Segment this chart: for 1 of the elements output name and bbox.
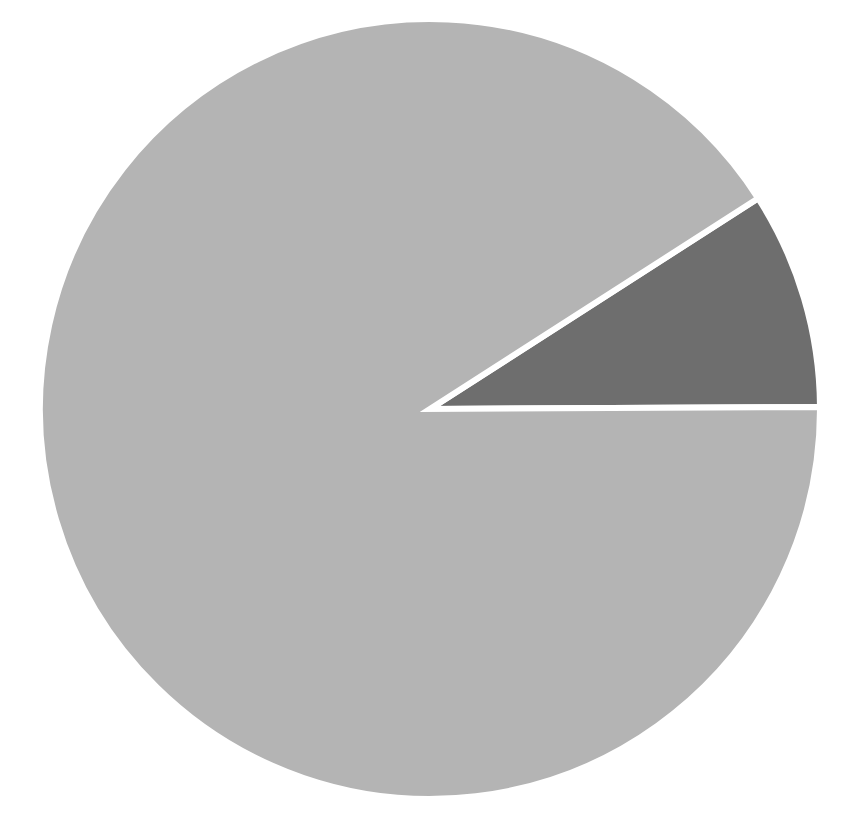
pie-slice	[37, 16, 823, 802]
